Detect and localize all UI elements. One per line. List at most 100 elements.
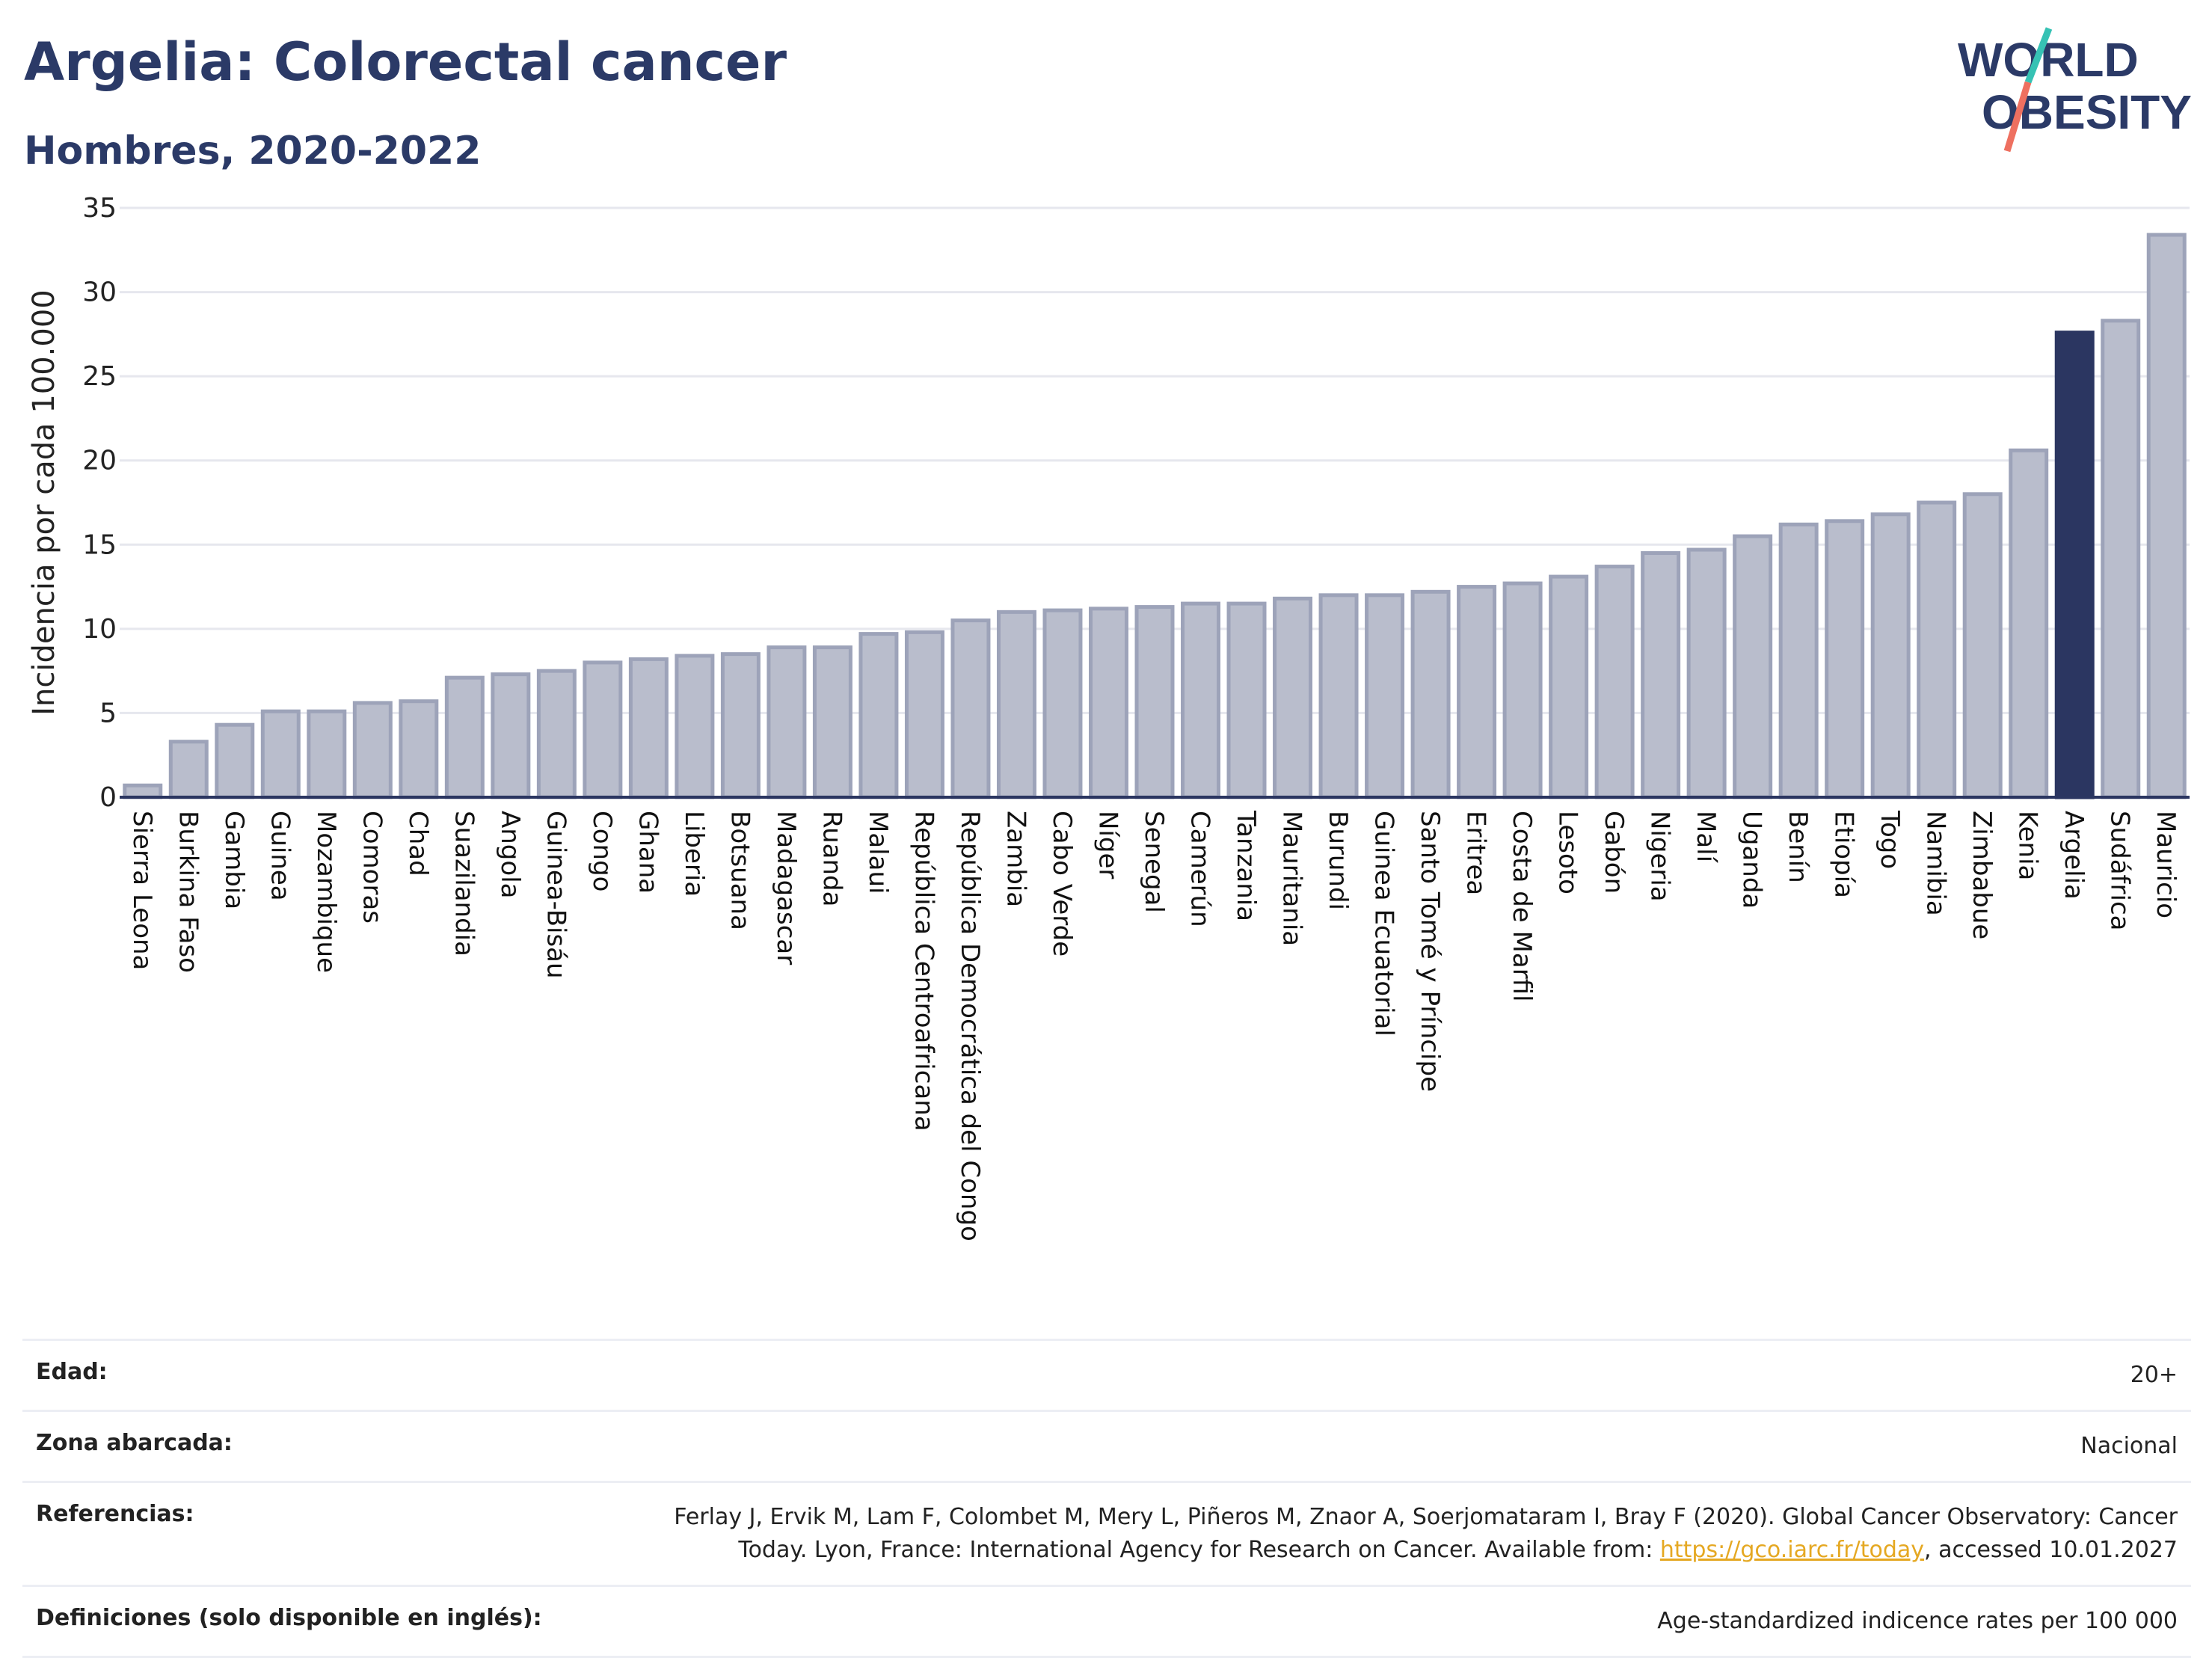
bar xyxy=(352,701,393,799)
age-value: 20+ xyxy=(2130,1362,2178,1388)
bar xyxy=(1181,601,1221,799)
bar xyxy=(2009,448,2049,799)
x-tick-label: Costa de Marfil xyxy=(1507,811,1537,1002)
x-tick-label: Etiopía xyxy=(1829,811,1859,898)
x-tick-label: Cabo Verde xyxy=(1047,811,1077,957)
metadata-table: Edad: 20+ Zona abarcada: Nacional Refere… xyxy=(22,1339,2191,1658)
x-tick-label: Burundi xyxy=(1323,811,1353,910)
bar xyxy=(1410,589,1451,799)
x-tick-label: Namibia xyxy=(1921,811,1951,916)
bar xyxy=(1962,492,2003,799)
y-tick-label: 25 xyxy=(82,361,117,392)
bar xyxy=(1502,581,1543,799)
bar xyxy=(1917,500,1957,799)
x-tick-label: Santo Tomé y Príncipe xyxy=(1415,811,1445,1092)
meta-row-age: Edad: 20+ xyxy=(22,1339,2191,1410)
bar xyxy=(1641,551,1681,799)
references-accessed: , accessed 10.01.2027 xyxy=(1924,1537,2178,1563)
x-tick-label: Benín xyxy=(1783,811,1813,883)
y-tick-label: 30 xyxy=(82,277,117,308)
x-tick-label: Camerún xyxy=(1185,811,1215,927)
x-tick-label: Angola xyxy=(495,811,525,898)
bar xyxy=(215,722,255,799)
x-tick-label: Mozambique xyxy=(311,811,341,973)
bar xyxy=(2054,331,2095,799)
world-obesity-logo: WORLD OBESITY xyxy=(1944,22,2199,157)
x-tick-label: Zimbabue xyxy=(1967,811,1997,939)
definitions-label: Definiciones (solo disponible en inglés)… xyxy=(36,1605,542,1631)
bar xyxy=(1365,593,1405,799)
age-label: Edad: xyxy=(36,1359,108,1385)
x-tick-label: Madagascar xyxy=(771,811,801,965)
bar xyxy=(1088,607,1128,799)
x-tick-label: Argelia xyxy=(2059,811,2089,900)
bar xyxy=(1273,596,1313,799)
x-tick-label: República Centroafricana xyxy=(909,811,938,1132)
y-tick-label: 35 xyxy=(82,193,117,224)
x-tick-label: Nigeria xyxy=(1645,811,1675,902)
bar xyxy=(1134,605,1175,799)
bar xyxy=(996,610,1036,799)
x-tick-label: Suazilandia xyxy=(449,811,479,957)
x-tick-label: Sierra Leona xyxy=(127,811,157,970)
x-tick-label: Chad xyxy=(403,811,433,876)
x-tick-label: Comoras xyxy=(357,811,387,924)
meta-row-references: Referencias: Ferlay J, Ervik M, Lam F, C… xyxy=(22,1481,2191,1585)
x-tick-label: República Democrática del Congo xyxy=(955,811,985,1241)
references-link[interactable]: https://gco.iarc.fr/today xyxy=(1659,1537,1925,1563)
logo-line-1: WORLD xyxy=(1958,33,2139,87)
bar-chart: 0 5 10 15 20 25 30 35 Incidencia por cada 100.00… xyxy=(27,193,2190,1241)
bar xyxy=(1870,512,1911,799)
x-tick-label: Malí xyxy=(1691,811,1721,864)
bar xyxy=(2101,319,2141,799)
x-tick-label: Sudáfrica xyxy=(2105,811,2135,930)
bar xyxy=(858,632,899,799)
bar xyxy=(1733,534,1773,799)
x-tick-label: Burkina Faso xyxy=(173,811,203,973)
x-tick-label: Ruanda xyxy=(817,811,847,906)
y-axis-label: Incidencia por cada 100.000 xyxy=(27,289,61,716)
x-tick-label: Mauricio xyxy=(2151,811,2181,918)
x-tick-label: Malaui xyxy=(863,811,893,894)
x-tick-label: Guinea-Bisáu xyxy=(541,811,571,979)
bar xyxy=(1226,601,1267,799)
bar xyxy=(168,740,209,799)
area-value: Nacional xyxy=(2080,1433,2178,1459)
bar xyxy=(1778,522,1819,799)
logo-slash-coral xyxy=(2003,81,2032,153)
bar xyxy=(812,645,852,799)
bar xyxy=(1042,608,1083,799)
x-tick-label: Lesoto xyxy=(1553,811,1583,894)
definitions-value: Age-standardized indicence rates per 100… xyxy=(1657,1608,2178,1634)
x-tick-label: Liberia xyxy=(679,811,709,897)
page-title: Argelia: Colorectal cancer xyxy=(24,31,787,93)
x-tick-label: Congo xyxy=(587,811,617,891)
bar xyxy=(1686,547,1727,799)
bar xyxy=(720,652,761,799)
bar xyxy=(491,672,531,799)
x-tick-label: Gambia xyxy=(219,811,249,909)
y-tick-label: 5 xyxy=(99,698,117,728)
references-value: Ferlay J, Ervik M, Lam F, Colombet M, Me… xyxy=(607,1501,2178,1567)
x-tick-label: Botsuana xyxy=(725,811,755,930)
logo-slash-teal xyxy=(2024,27,2053,84)
bar xyxy=(123,783,163,799)
bar xyxy=(904,630,944,799)
y-tick-label: 20 xyxy=(82,446,117,476)
y-tick-label: 15 xyxy=(82,529,117,560)
x-tick-label: Ghana xyxy=(633,811,663,894)
x-tick-label: Guinea xyxy=(265,811,295,901)
y-tick-label: 0 xyxy=(99,782,117,813)
x-tick-label: Zambia xyxy=(1001,811,1030,907)
bar xyxy=(1549,574,1589,799)
bar xyxy=(536,669,577,799)
bar xyxy=(675,654,715,799)
bar xyxy=(1457,585,1497,799)
references-label: Referencias: xyxy=(36,1501,194,1527)
bar xyxy=(766,645,807,799)
x-tick-label: Mauritania xyxy=(1277,811,1307,946)
bar xyxy=(1825,519,1865,799)
page-subtitle: Hombres, 2020-2022 xyxy=(24,129,482,174)
bar xyxy=(1594,565,1635,799)
x-tick-label: Níger xyxy=(1093,811,1122,879)
